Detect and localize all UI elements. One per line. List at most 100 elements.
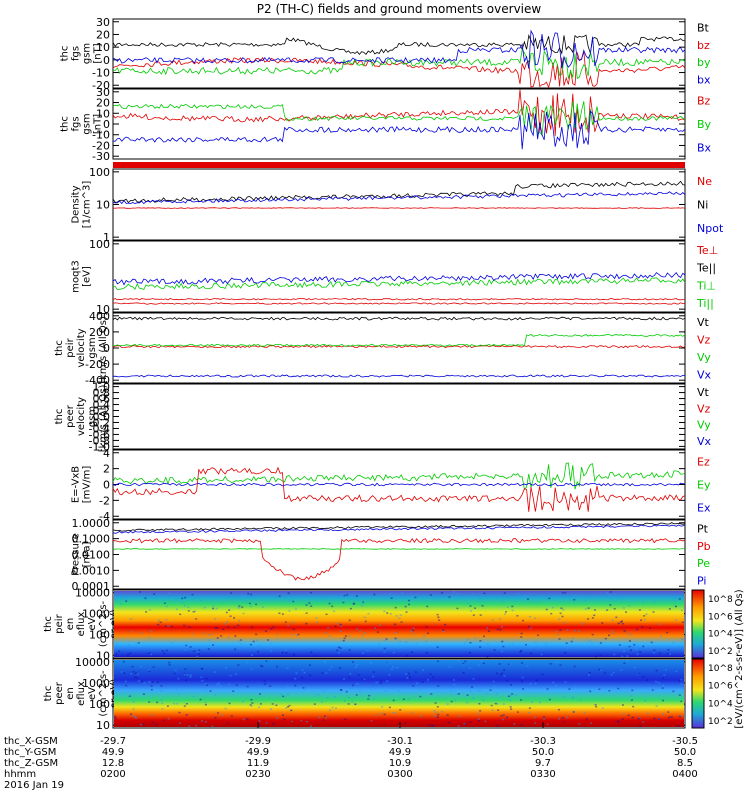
spectrogram-speckle bbox=[608, 594, 611, 596]
spectrogram-speckle bbox=[224, 666, 227, 669]
spectrogram-speckle bbox=[229, 615, 232, 617]
spectrogram-speckle bbox=[292, 653, 295, 656]
panel-frame bbox=[112, 240, 686, 313]
spectrogram-speckle bbox=[259, 703, 262, 705]
spectrogram-speckle bbox=[397, 690, 400, 692]
ylabel: thcpeervelocitygsm[km/s (All Qs)] bbox=[54, 381, 109, 453]
spectrogram-speckle bbox=[237, 624, 240, 627]
spectrogram-speckle bbox=[456, 607, 459, 610]
spectrogram-speckle bbox=[308, 602, 311, 604]
spectrogram-speckle bbox=[566, 629, 569, 631]
ylabel-line: eV bbox=[87, 687, 98, 700]
spectrogram-speckle bbox=[398, 640, 401, 642]
xrow-value: 0400 bbox=[672, 769, 697, 780]
xrow-value: 12.8 bbox=[102, 758, 124, 769]
xrow-value: 0200 bbox=[100, 769, 125, 780]
spectrogram-speckle bbox=[228, 609, 231, 611]
spectrogram-speckle bbox=[541, 673, 544, 676]
spectrogram-speckle bbox=[620, 620, 623, 622]
spectrogram-speckle bbox=[300, 719, 303, 722]
spectrogram-speckle bbox=[325, 672, 328, 674]
spectrogram-speckle bbox=[557, 661, 560, 663]
spectrogram-speckle bbox=[457, 725, 460, 727]
spectrogram-speckle bbox=[197, 652, 200, 655]
legend-label: Ni bbox=[697, 199, 708, 212]
spectrogram-speckle bbox=[180, 602, 183, 604]
spectrogram-speckle bbox=[567, 647, 570, 649]
ylabel-line: eflux bbox=[76, 612, 87, 637]
spectrogram-speckle bbox=[421, 681, 424, 683]
spectrogram-speckle bbox=[372, 697, 375, 700]
spectrogram-speckle bbox=[265, 722, 268, 724]
spectrogram-speckle bbox=[558, 718, 561, 720]
spectrogram-speckle bbox=[139, 665, 142, 668]
spectrogram-speckle bbox=[447, 721, 450, 724]
xrow-label: thc_Z-GSM bbox=[4, 758, 58, 769]
legend-label: Te⊥ bbox=[696, 244, 718, 257]
spectrogram-speckle bbox=[524, 644, 527, 646]
spectrogram-speckle bbox=[191, 633, 194, 636]
spectrogram-speckle bbox=[653, 652, 656, 654]
trace-By bbox=[112, 101, 686, 137]
ytick-label: 0.8 bbox=[93, 387, 111, 400]
spectrogram-speckle bbox=[617, 721, 620, 723]
spectrogram-speckle bbox=[392, 666, 395, 668]
spectrogram-speckle bbox=[213, 671, 216, 673]
spectrogram-speckle bbox=[144, 597, 147, 599]
spectrogram-speckle bbox=[189, 646, 192, 648]
spectrogram-speckle bbox=[346, 594, 349, 596]
spectrogram-speckle bbox=[516, 711, 519, 713]
ylabel-line: gsm bbox=[82, 43, 93, 64]
spectrogram-speckle bbox=[520, 632, 523, 635]
legend-label: Vz bbox=[697, 402, 711, 415]
spectrogram-speckle bbox=[670, 716, 673, 718]
spectrogram-speckle bbox=[355, 595, 358, 597]
xrow-value: 11.9 bbox=[247, 758, 269, 769]
spectrogram-speckle bbox=[324, 632, 327, 634]
spectrogram-speckle bbox=[667, 653, 670, 655]
spectrogram-speckle bbox=[250, 705, 253, 707]
spectrogram-speckle bbox=[367, 612, 370, 615]
spectrogram-speckle bbox=[622, 713, 625, 715]
spectrogram-speckle bbox=[349, 607, 352, 610]
spectrogram-speckle bbox=[291, 621, 294, 624]
spectrogram-speckle bbox=[203, 606, 206, 609]
spectrogram-speckle bbox=[496, 703, 499, 705]
spectrogram-speckle bbox=[276, 717, 279, 720]
spectrogram-speckle bbox=[339, 647, 342, 649]
spectrogram-speckle bbox=[609, 591, 612, 593]
spectrogram-speckle bbox=[619, 621, 622, 623]
spectrogram-speckle bbox=[378, 643, 381, 645]
spectrogram-speckle bbox=[425, 640, 428, 643]
spectrogram-speckle bbox=[329, 709, 332, 712]
spectrogram-speckle bbox=[463, 722, 466, 725]
ytick-label: 0.0100 bbox=[72, 549, 111, 562]
spectrogram-speckle bbox=[469, 605, 472, 607]
spectrogram-speckle bbox=[192, 695, 195, 698]
ytick-label: -0.8 bbox=[89, 434, 110, 447]
spectrogram-speckle bbox=[440, 591, 443, 594]
spectrogram-speckle bbox=[309, 674, 312, 677]
spectrogram-speckle bbox=[287, 624, 290, 627]
spectrogram-speckle bbox=[429, 673, 432, 675]
spectrogram-speckle bbox=[242, 612, 245, 615]
spectrogram-speckle bbox=[302, 687, 305, 689]
legend-label: Vz bbox=[697, 333, 711, 346]
spectrogram-speckle bbox=[615, 616, 618, 619]
spectrogram-speckle bbox=[506, 716, 509, 719]
spectrogram-speckle bbox=[155, 723, 158, 726]
spectrogram-speckle bbox=[296, 634, 299, 637]
spectrogram-speckle bbox=[599, 642, 602, 644]
spectrogram-speckle bbox=[578, 630, 581, 632]
spectrogram-speckle bbox=[610, 629, 613, 632]
spectrogram-speckle bbox=[419, 715, 422, 717]
spectrogram-speckle bbox=[189, 674, 192, 676]
spectrogram-speckle bbox=[655, 705, 658, 707]
spectrogram-speckle bbox=[623, 662, 626, 665]
spectrogram-speckle bbox=[281, 651, 284, 654]
spectrogram-speckle bbox=[675, 619, 678, 621]
xrow-value: -30.1 bbox=[387, 736, 413, 747]
ytick-label: 0.2 bbox=[93, 405, 111, 418]
legend-label: by bbox=[697, 56, 711, 69]
spectrogram-speckle bbox=[205, 684, 208, 686]
